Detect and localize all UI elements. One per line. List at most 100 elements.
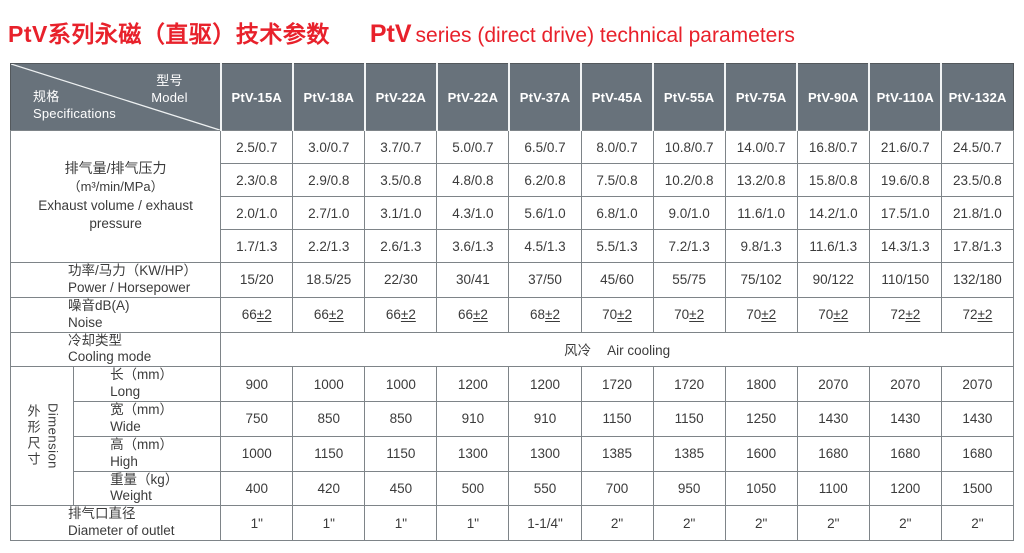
dimension-value-cell: 910 <box>436 401 510 437</box>
dimension-row-long: 外形尺寸 Dimension 长（mm） Long 900 1000 1000 120… <box>9 366 1015 507</box>
column-header: PtV-22A <box>363 63 437 131</box>
dimension-group-zh: 外形尺寸 <box>25 404 41 469</box>
dimension-value-cell: 2070 <box>868 366 942 402</box>
model-label-zh: 型号 <box>156 73 183 88</box>
exhaust-value-cell: 5.0/0.7 <box>436 130 510 164</box>
dimension-value-cell: 1000 <box>292 366 366 402</box>
noise-value-cell: 72±2 <box>940 296 1015 333</box>
model-label-en: Model <box>151 89 188 105</box>
exhaust-label-en: Exhaust volume / exhaust pressure <box>38 197 193 232</box>
exhaust-row-label: 排气量/排气压力 （m³/min/MPa） Exhaust volume / e… <box>9 130 222 263</box>
outlet-value-cell: 1-1/4" <box>508 505 582 541</box>
exhaust-value-cell: 9.8/1.3 <box>724 229 798 263</box>
exhaust-value-cell: 13.2/0.8 <box>724 163 798 197</box>
exhaust-value-cell: 9.0/1.0 <box>652 196 726 230</box>
power-value-cell: 37/50 <box>508 262 582 298</box>
power-label-en: Power / Horsepower <box>68 279 191 295</box>
exhaust-value-cell: 6.5/0.7 <box>508 130 582 164</box>
dimension-row-wide: 宽（mm） Wide 750 850 850 910 910 1150 1150 1250 14… <box>11 401 1015 437</box>
exhaust-value-cell: 15.8/0.8 <box>796 163 870 197</box>
exhaust-value-cell: 14.0/0.7 <box>724 130 798 164</box>
power-value-cell: 90/122 <box>796 262 870 298</box>
dimension-high-label: 高（mm） High <box>73 435 222 472</box>
spec-header-label: 规格 Specifications <box>33 89 116 123</box>
noise-row: 噪音dB(A) Noise 66±2 66±2 66±2 66±2 68±2 70±2 70… <box>9 296 1015 333</box>
diagonal-line <box>11 64 220 130</box>
column-header: PtV-18A <box>291 63 365 131</box>
dimension-row-high: 高（mm） High 1000 1150 1150 1300 1300 1385 1385 1… <box>11 435 1015 472</box>
power-value-cell: 30/41 <box>436 262 510 298</box>
exhaust-value-cell: 7.5/0.8 <box>580 163 654 197</box>
exhaust-row-1.3MPa: 1.7/1.3 2.2/1.3 2.6/1.3 3.6/1.3 4.5/1.3 5.5/1… <box>11 229 1015 263</box>
dimension-value-cell: 850 <box>364 401 438 437</box>
exhaust-row-1.0MPa: 2.0/1.0 2.7/1.0 3.1/1.0 4.3/1.0 5.6/1.0 6.8/1… <box>11 196 1015 230</box>
dimension-value-cell: 400 <box>220 470 294 507</box>
exhaust-value-cell: 24.5/0.7 <box>940 130 1015 164</box>
outlet-value-cell: 2" <box>940 505 1015 541</box>
noise-value-cell: 70±2 <box>652 296 726 333</box>
column-header: PtV-110A <box>868 63 942 131</box>
exhaust-row-0.7MPa: 排气量/排气压力 （m³/min/MPa） Exhaust volume / e… <box>9 130 1015 263</box>
column-header: PtV-75A <box>724 63 798 131</box>
exhaust-value-cell: 14.2/1.0 <box>796 196 870 230</box>
dimension-value-cell: 1200 <box>868 470 942 507</box>
dimension-wide-label-zh: 宽（mm） <box>110 402 174 417</box>
dimension-value-cell: 1150 <box>364 435 438 472</box>
dimension-value-cell: 1385 <box>652 435 726 472</box>
noise-label-en: Noise <box>68 314 103 330</box>
dimension-value-cell: 550 <box>508 470 582 507</box>
exhaust-value-cell: 2.0/1.0 <box>220 196 294 230</box>
exhaust-value-cell: 11.6/1.3 <box>796 229 870 263</box>
cooling-row: 冷却类型 Cooling mode 风冷 Air cooling <box>9 331 1014 368</box>
dimension-weight-label: 重量（kg） Weight <box>73 470 222 507</box>
dimension-value-cell: 910 <box>508 401 582 437</box>
dimension-value-cell: 750 <box>220 401 294 437</box>
exhaust-value-cell: 1.7/1.3 <box>220 229 294 263</box>
exhaust-label-zh: 排气量/排气压力 <box>64 159 167 176</box>
power-value-cell: 75/102 <box>724 262 798 298</box>
exhaust-value-cell: 2.2/1.3 <box>292 229 366 263</box>
dimension-value-cell: 700 <box>580 470 654 507</box>
power-value-cell: 110/150 <box>868 262 942 298</box>
power-value-cell: 15/20 <box>220 262 294 298</box>
dimension-value-cell: 1430 <box>868 401 942 437</box>
noise-label-zh: 噪音dB(A) <box>68 297 130 313</box>
outlet-value-cell: 2" <box>868 505 942 541</box>
outlet-value-cell: 2" <box>796 505 870 541</box>
exhaust-value-cell: 8.0/0.7 <box>580 130 654 164</box>
exhaust-value-cell: 5.6/1.0 <box>508 196 582 230</box>
exhaust-value-cell: 21.8/1.0 <box>940 196 1015 230</box>
column-header: PtV-90A <box>796 63 870 131</box>
exhaust-value-cell: 6.2/0.8 <box>508 163 582 197</box>
outlet-value-cell: 1" <box>220 505 294 541</box>
noise-value-cell: 70±2 <box>796 296 870 333</box>
column-header: PtV-132A <box>940 63 1014 131</box>
outlet-value-cell: 2" <box>580 505 654 541</box>
exhaust-value-cell: 2.7/1.0 <box>292 196 366 230</box>
outlet-value-cell: 2" <box>724 505 798 541</box>
noise-value-cell: 68±2 <box>508 296 582 333</box>
dimension-value-cell: 1300 <box>508 435 582 472</box>
dimension-value-cell: 1600 <box>724 435 798 472</box>
dimension-group-en: Dimension <box>45 403 61 470</box>
exhaust-value-cell: 17.8/1.3 <box>940 229 1015 263</box>
cooling-value-en: Air cooling <box>607 343 671 359</box>
cooling-label-zh: 冷却类型 <box>68 332 122 348</box>
noise-value-cell: 66±2 <box>364 296 438 333</box>
power-value-cell: 18.5/25 <box>292 262 366 298</box>
dimension-weight-label-zh: 重量（kg） <box>110 471 179 487</box>
exhaust-value-cell: 3.5/0.8 <box>364 163 438 197</box>
header-row: 型号 Model 规格 Specifications PtV-15A PtV-18… <box>10 63 1014 131</box>
column-header: PtV-22A <box>435 63 509 131</box>
outlet-value-cell: 1" <box>436 505 510 541</box>
dimension-long-label: 长（mm） Long <box>73 366 222 402</box>
technical-parameters-table: 型号 Model 规格 Specifications PtV-15A PtV-18… <box>9 63 1015 541</box>
page-title: PtV系列永磁（直驱）技术参数 PtV series (direct drive)… <box>0 0 1024 49</box>
power-value-cell: 45/60 <box>580 262 654 298</box>
exhaust-value-cell: 14.3/1.3 <box>868 229 942 263</box>
exhaust-value-cell: 4.5/1.3 <box>508 229 582 263</box>
power-row-label: 功率/马力（KW/HP） Power / Horsepower <box>9 262 222 298</box>
exhaust-value-cell: 2.6/1.3 <box>364 229 438 263</box>
column-header: PtV-15A <box>219 63 293 131</box>
